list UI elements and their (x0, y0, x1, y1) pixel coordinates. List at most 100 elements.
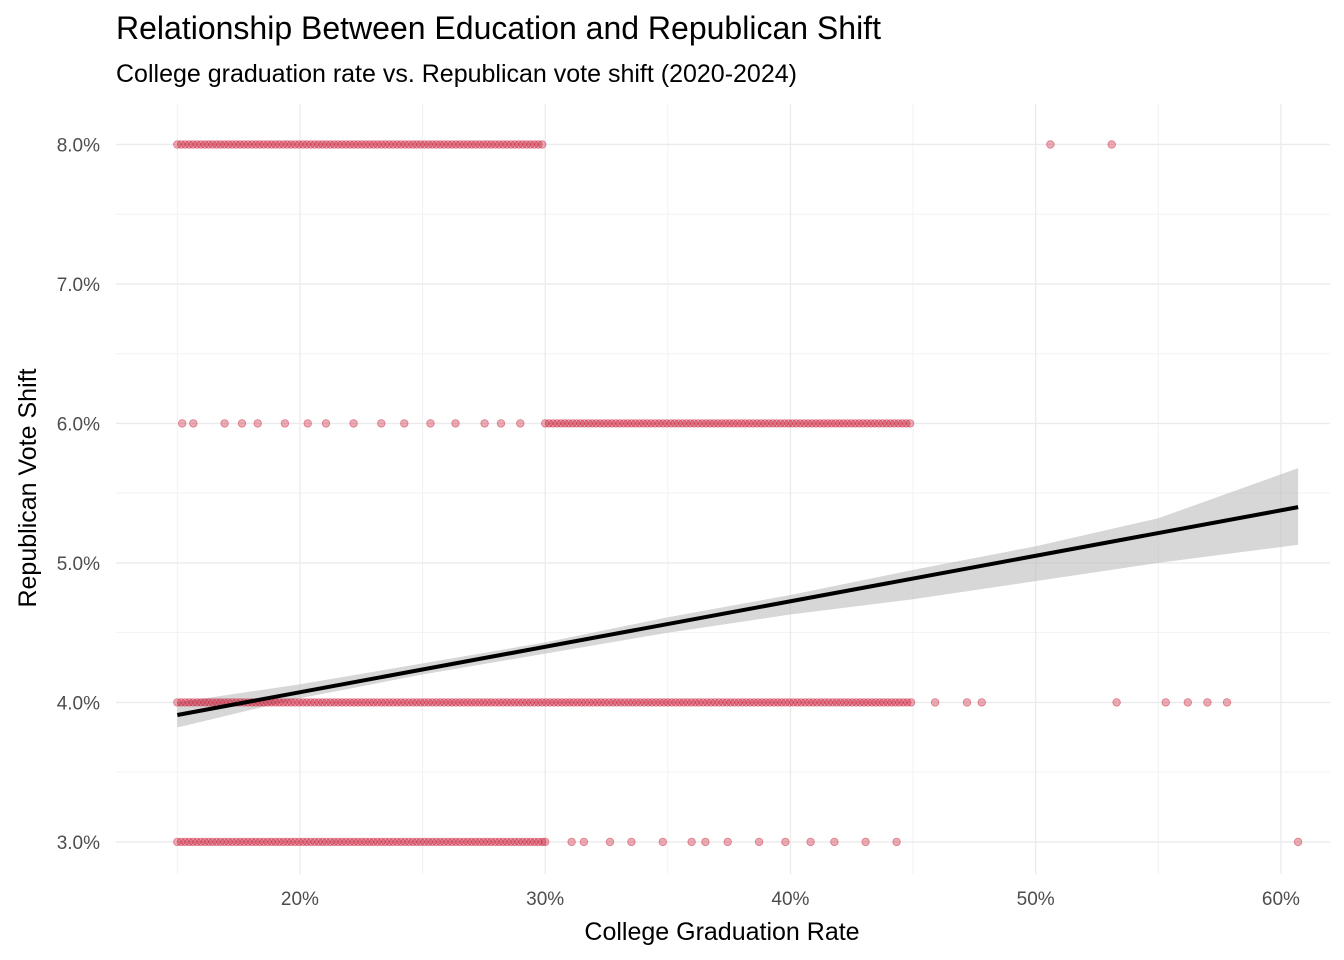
data-point (381, 140, 390, 149)
data-point (585, 698, 594, 707)
data-point (548, 419, 558, 428)
data-point (612, 698, 621, 707)
data-point (341, 140, 351, 149)
data-point (647, 698, 657, 707)
data-point (599, 419, 609, 428)
data-point (463, 140, 472, 149)
data-point (1112, 698, 1121, 707)
data-point (483, 140, 492, 149)
data-point (483, 837, 492, 847)
data-point (451, 698, 461, 707)
data-point (357, 140, 366, 149)
data-point (204, 837, 213, 847)
data-point (541, 419, 550, 428)
data-point (854, 419, 864, 428)
data-point (302, 837, 311, 847)
data-point (705, 419, 715, 428)
data-point (595, 419, 605, 428)
data-point (760, 419, 770, 428)
data-point (701, 837, 710, 847)
data-point (463, 837, 472, 847)
data-point (577, 698, 586, 707)
data-point (875, 698, 884, 707)
data-point (180, 140, 190, 149)
data-point (330, 837, 339, 847)
data-point (196, 698, 206, 707)
data-point (706, 698, 716, 707)
data-point (188, 837, 198, 847)
data-point (436, 837, 445, 847)
data-point (526, 837, 535, 847)
data-point (404, 698, 413, 707)
data-point (491, 698, 500, 707)
data-point (408, 140, 417, 149)
data-point (408, 698, 417, 707)
data-point (797, 698, 806, 707)
data-point (717, 419, 726, 428)
data-point (839, 419, 848, 428)
data-point (713, 419, 722, 428)
data-point (640, 698, 649, 707)
y-tick-label: 7.0% (57, 275, 100, 296)
data-point (579, 837, 589, 847)
data-point (544, 419, 554, 428)
data-point (502, 837, 512, 847)
data-points (173, 140, 1303, 847)
data-point (280, 419, 290, 428)
data-point (840, 698, 849, 707)
data-point (220, 837, 229, 847)
data-point (243, 837, 253, 847)
data-point (404, 837, 413, 847)
data-point (471, 140, 480, 149)
data-point (392, 140, 402, 149)
data-point (1293, 837, 1303, 847)
trend-line (176, 505, 1299, 717)
data-point (514, 698, 523, 707)
data-point (286, 698, 296, 707)
data-point (831, 419, 840, 428)
data-point (742, 698, 751, 707)
data-point (830, 837, 839, 847)
data-point (861, 837, 870, 847)
data-point (538, 698, 547, 707)
data-point (858, 419, 868, 428)
x-axis-ticks: 20% 30% 40% 50% 60% (281, 889, 1300, 910)
data-point (572, 419, 581, 428)
data-point (188, 140, 198, 149)
data-point (412, 837, 421, 847)
data-point (746, 698, 755, 707)
data-point (369, 140, 378, 149)
data-point (396, 698, 406, 707)
x-tick-label: 20% (281, 889, 319, 910)
data-point (298, 140, 308, 149)
data-point (765, 698, 774, 707)
data-point (654, 419, 664, 428)
data-point (828, 698, 837, 707)
data-point (658, 837, 667, 847)
data-point (396, 140, 406, 149)
data-point (349, 140, 359, 149)
data-point (467, 698, 476, 707)
data-point (483, 698, 492, 707)
x-tick-label: 40% (771, 889, 809, 910)
data-point (616, 698, 625, 707)
data-point (216, 837, 225, 847)
data-point (620, 698, 629, 707)
data-point (447, 837, 457, 847)
data-point (322, 837, 331, 847)
data-point (1107, 140, 1116, 149)
data-point (644, 698, 653, 707)
data-point (549, 698, 559, 707)
data-point (632, 698, 641, 707)
data-point (357, 837, 366, 847)
data-point (796, 419, 805, 428)
data-point (580, 419, 589, 428)
data-point (349, 698, 359, 707)
data-point (420, 140, 429, 149)
data-point (722, 698, 731, 707)
data-point (756, 419, 766, 428)
data-point (887, 698, 896, 707)
data-point (811, 419, 821, 428)
data-point (345, 837, 355, 847)
